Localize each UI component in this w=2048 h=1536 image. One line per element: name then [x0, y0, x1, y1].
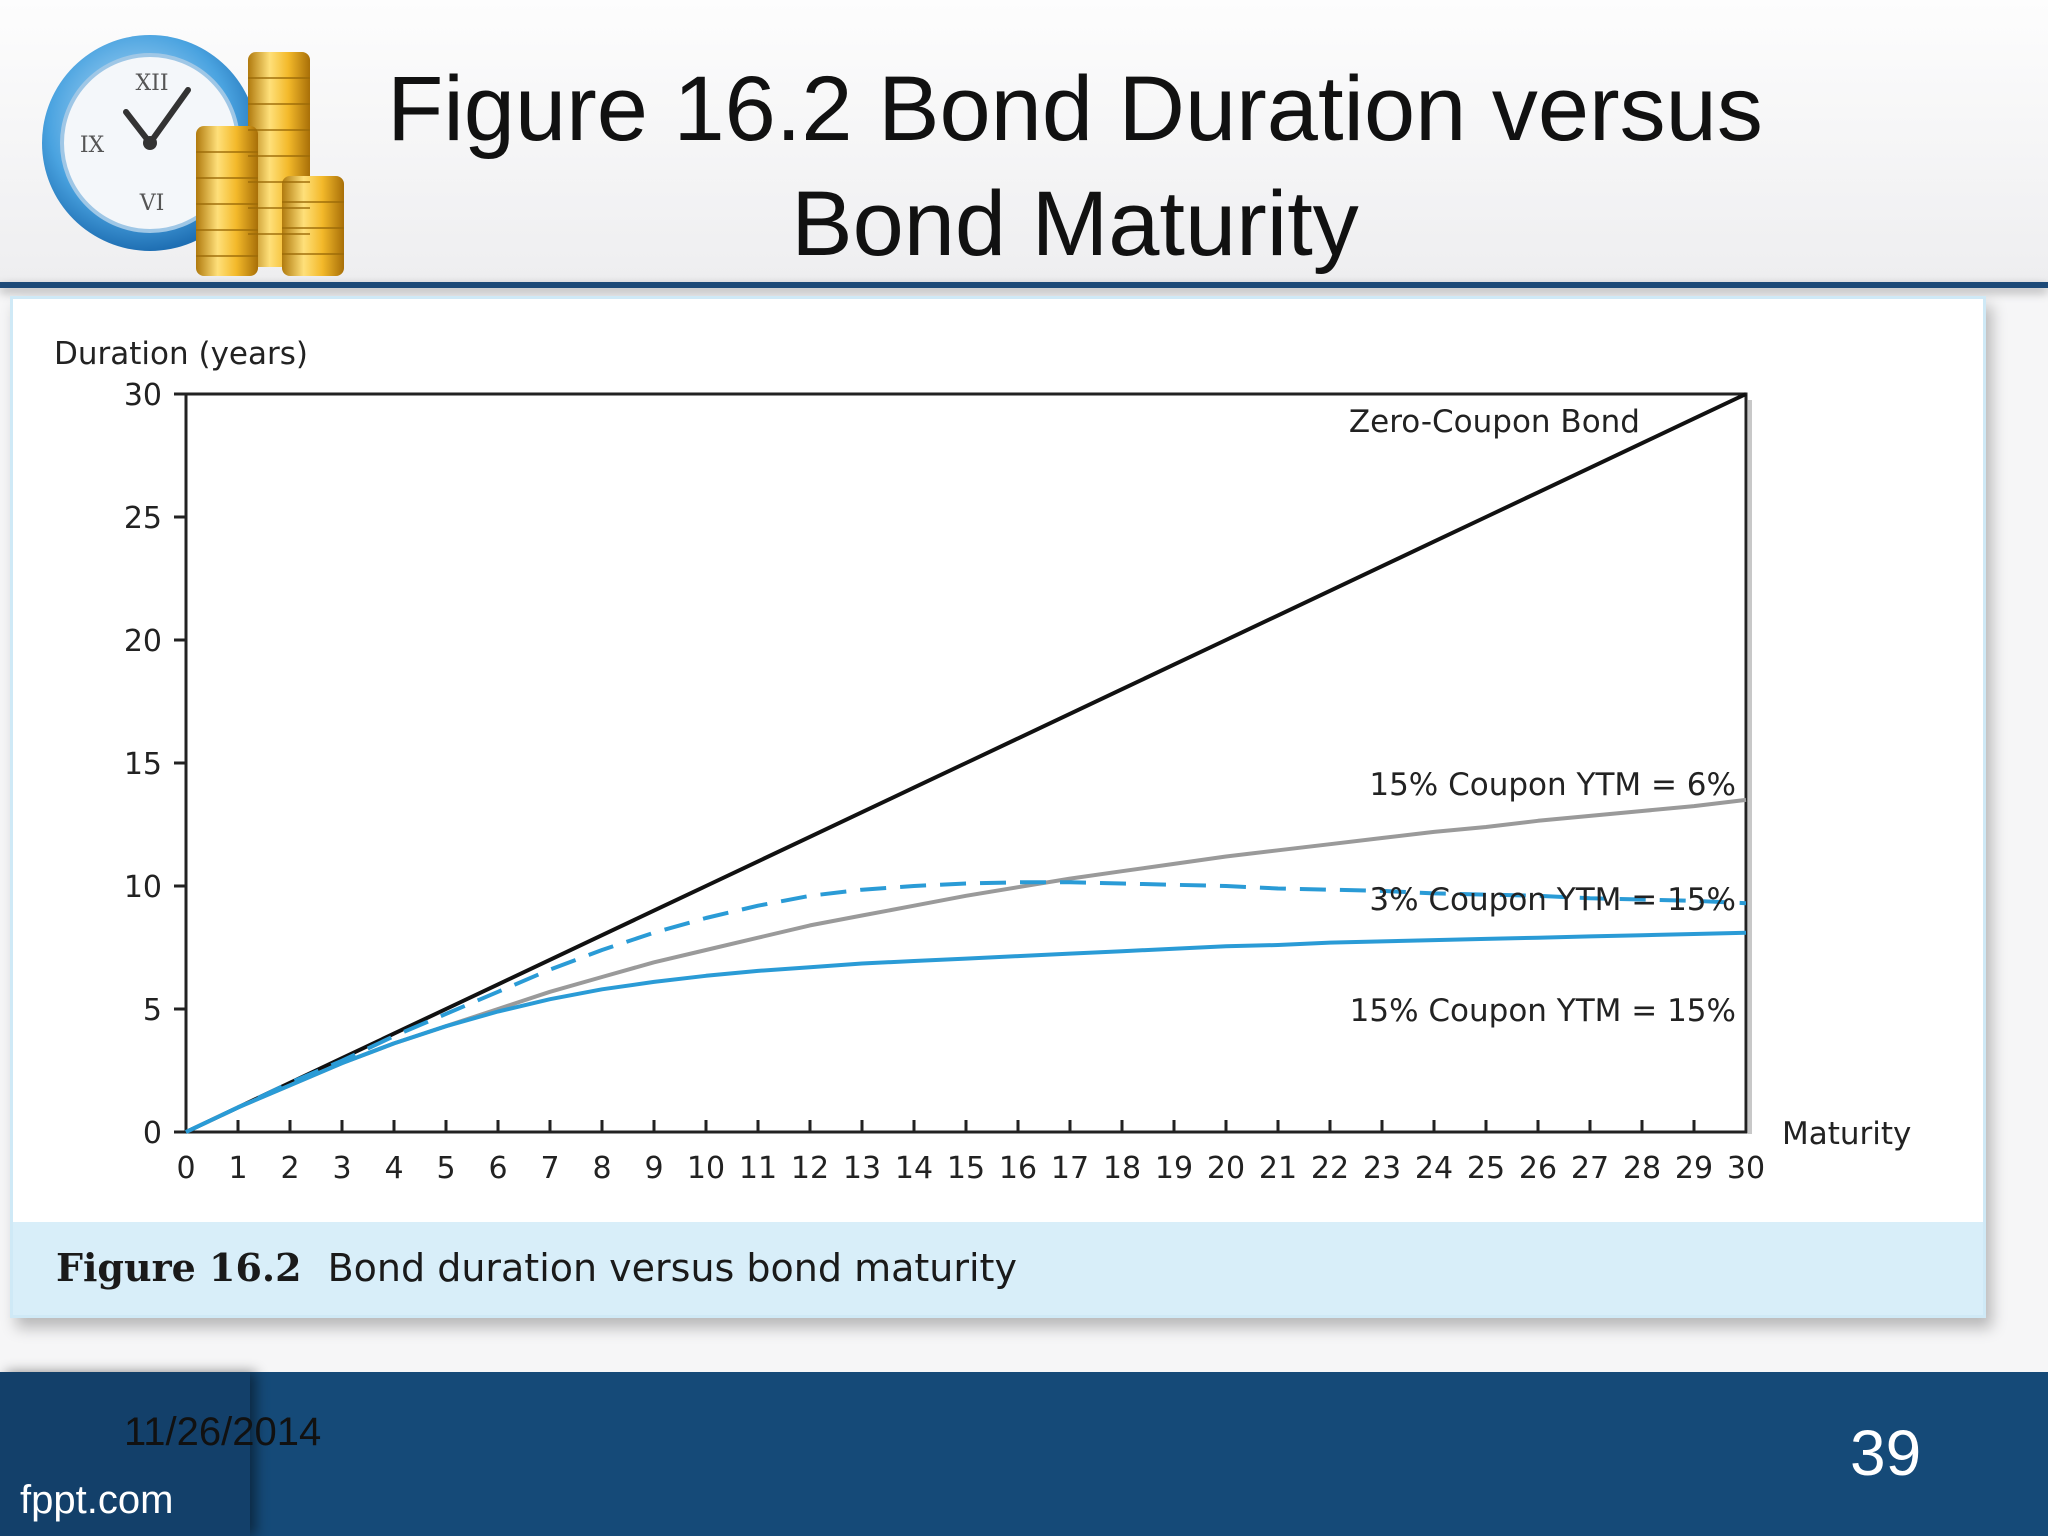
y-tick-label: 5 [143, 993, 162, 1028]
x-tick-label: 30 [1727, 1151, 1765, 1186]
y-tick-label: 25 [124, 501, 162, 536]
x-tick-label: 22 [1311, 1151, 1349, 1186]
svg-text:XII: XII [135, 71, 168, 96]
series-label-3pct-ytm-15pct: 3% Coupon YTM = 15% [1369, 882, 1736, 918]
x-tick-label: 1 [228, 1151, 247, 1186]
x-tick-label: 27 [1571, 1151, 1609, 1186]
x-tick-label: 24 [1415, 1151, 1453, 1186]
x-tick-label: 13 [843, 1151, 881, 1186]
x-tick-label: 18 [1103, 1151, 1141, 1186]
x-tick-label: 17 [1051, 1151, 1089, 1186]
y-tick-label: 20 [124, 624, 162, 659]
x-tick-label: 28 [1623, 1151, 1661, 1186]
series-zero-coupon-line [185, 392, 1747, 1134]
x-tick-label: 23 [1363, 1151, 1401, 1186]
y-axis-title: Duration (years) [54, 336, 308, 372]
x-tick-label: 20 [1207, 1151, 1245, 1186]
series-label-zero-coupon: Zero-Coupon Bond [1349, 404, 1640, 440]
x-tick-label: 3 [332, 1151, 351, 1186]
y-tick-label: 15 [124, 747, 162, 782]
caption-text: Bond duration versus bond maturity [327, 1246, 1017, 1290]
x-tick-label: 19 [1155, 1151, 1193, 1186]
x-tick-label: 9 [644, 1151, 663, 1186]
series-3pct-coupon-ytm-15pct-line [185, 880, 1747, 1134]
plot-frame-shadow [1748, 400, 1752, 1134]
x-tick-label: 12 [791, 1151, 829, 1186]
footer-left-panel [0, 1372, 250, 1536]
x-tick-label: 14 [895, 1151, 933, 1186]
series-label-15pct-ytm-15pct: 15% Coupon YTM = 15% [1350, 993, 1736, 1029]
caption-band [13, 1222, 1983, 1315]
x-axis-title: Maturity [1782, 1116, 1911, 1152]
caption-figure-number: Figure 16.2 [56, 1245, 302, 1290]
x-tick-label: 29 [1675, 1151, 1713, 1186]
slide-title: Figure 16.2 Bond Duration versus Bond Ma… [330, 52, 1820, 282]
x-tick-label: 25 [1467, 1151, 1505, 1186]
series-label-15pct-ytm-6pct: 15% Coupon YTM = 6% [1369, 767, 1736, 803]
y-tick-label: 0 [143, 1116, 162, 1151]
page-number: 39 [1850, 1417, 1922, 1489]
x-tick-label: 26 [1519, 1151, 1557, 1186]
figure-frame [10, 296, 1986, 1318]
slide-title-line-2: Bond Maturity [791, 173, 1359, 275]
x-tick-label: 11 [739, 1151, 777, 1186]
x-tick-label: 21 [1259, 1151, 1297, 1186]
x-tick-label: 7 [540, 1151, 559, 1186]
series-15pct-coupon-ytm-6pct-line [185, 797, 1747, 1134]
x-tick-label: 4 [384, 1151, 403, 1186]
slide-footer [0, 1372, 2048, 1536]
series-15pct-coupon-ytm-15pct-line [185, 930, 1747, 1134]
x-tick-label: 16 [999, 1151, 1037, 1186]
x-tick-label: 6 [488, 1151, 507, 1186]
brand-label: fppt.com [20, 1478, 174, 1522]
svg-text:IX: IX [80, 133, 105, 158]
slide-title-line-1: Figure 16.2 Bond Duration versus [387, 58, 1763, 160]
x-tick-label: 15 [947, 1151, 985, 1186]
x-tick-label: 8 [592, 1151, 611, 1186]
x-tick-label: 5 [436, 1151, 455, 1186]
x-tick-label: 10 [687, 1151, 725, 1186]
y-tick-label: 10 [124, 870, 162, 905]
svg-text:VI: VI [139, 191, 165, 216]
clock-and-gold-coins-icon: XII IX VI [42, 35, 344, 276]
x-tick-label: 2 [280, 1151, 299, 1186]
figure-caption: Figure 16.2 Bond duration versus bond mat… [56, 1245, 1017, 1290]
y-tick-label: 30 [124, 378, 162, 413]
x-tick-label: 0 [176, 1151, 195, 1186]
coin-stacks [196, 52, 344, 276]
slide-date: 11/26/2014 [124, 1410, 322, 1454]
header-divider [0, 282, 2048, 288]
